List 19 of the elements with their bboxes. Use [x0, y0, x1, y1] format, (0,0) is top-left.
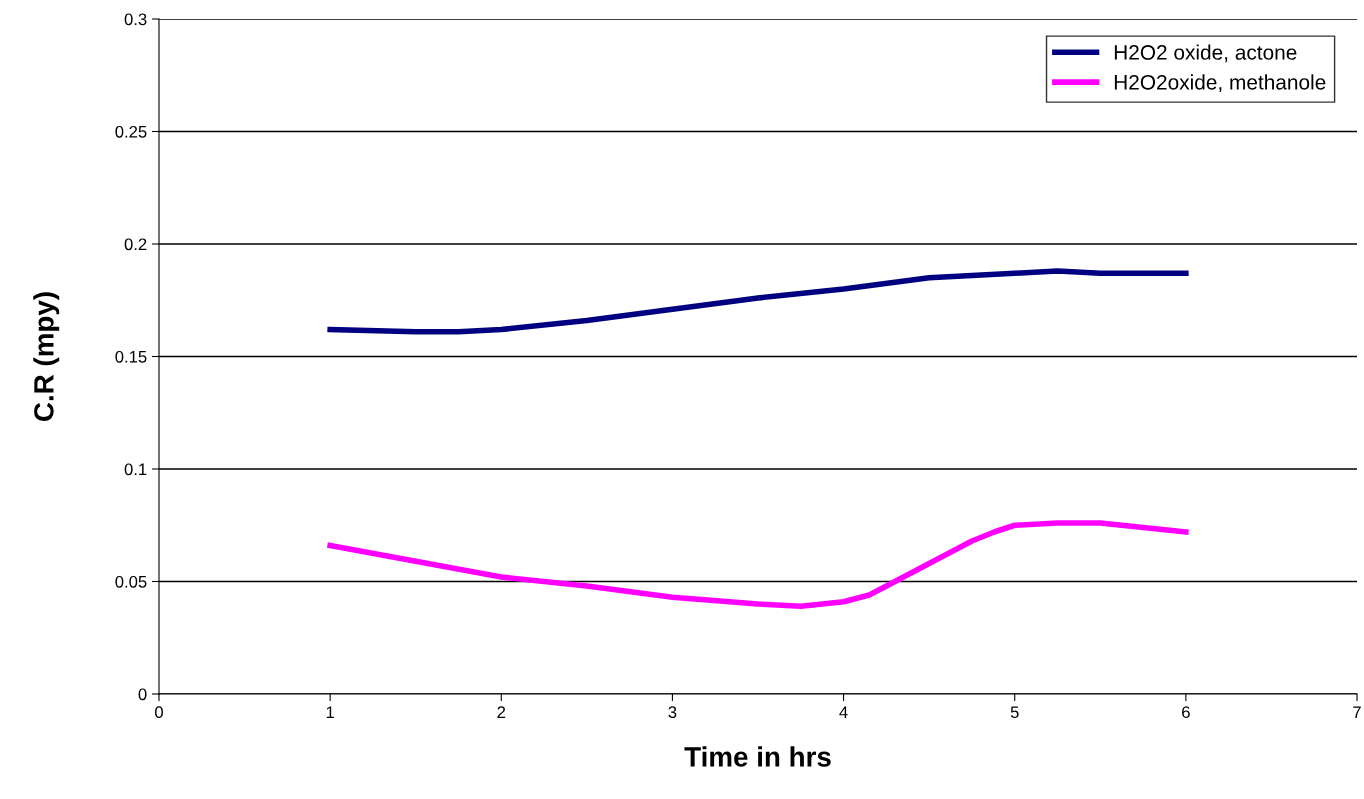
y-tick-label: 0.1: [124, 463, 147, 476]
y-tick-label: 0.05: [115, 575, 147, 588]
legend-label: H2O2 oxide, actone: [1114, 44, 1297, 63]
y-tick-label: 0.15: [115, 350, 147, 363]
y-tick-label: 0: [138, 688, 147, 701]
x-tick-label: 0: [155, 706, 163, 719]
x-tick-label: 7: [1353, 706, 1361, 718]
y-tick-label: 0.3: [124, 13, 147, 26]
y-axis-title: C.R (mpy): [33, 292, 60, 421]
x-tick-label: 2: [497, 706, 506, 718]
legend-label: H2O2oxide, methanole: [1114, 74, 1326, 93]
x-tick-label: 3: [668, 706, 677, 719]
x-tick-label: 4: [839, 706, 848, 718]
x-axis-title: Time in hrs: [684, 746, 831, 767]
y-tick-label: 0.2: [124, 238, 147, 251]
x-tick-label: 6: [1182, 706, 1190, 719]
x-tick-label: 5: [1010, 706, 1019, 719]
x-tick-label: 1: [326, 706, 334, 718]
y-tick-label: 0.25: [115, 125, 147, 138]
